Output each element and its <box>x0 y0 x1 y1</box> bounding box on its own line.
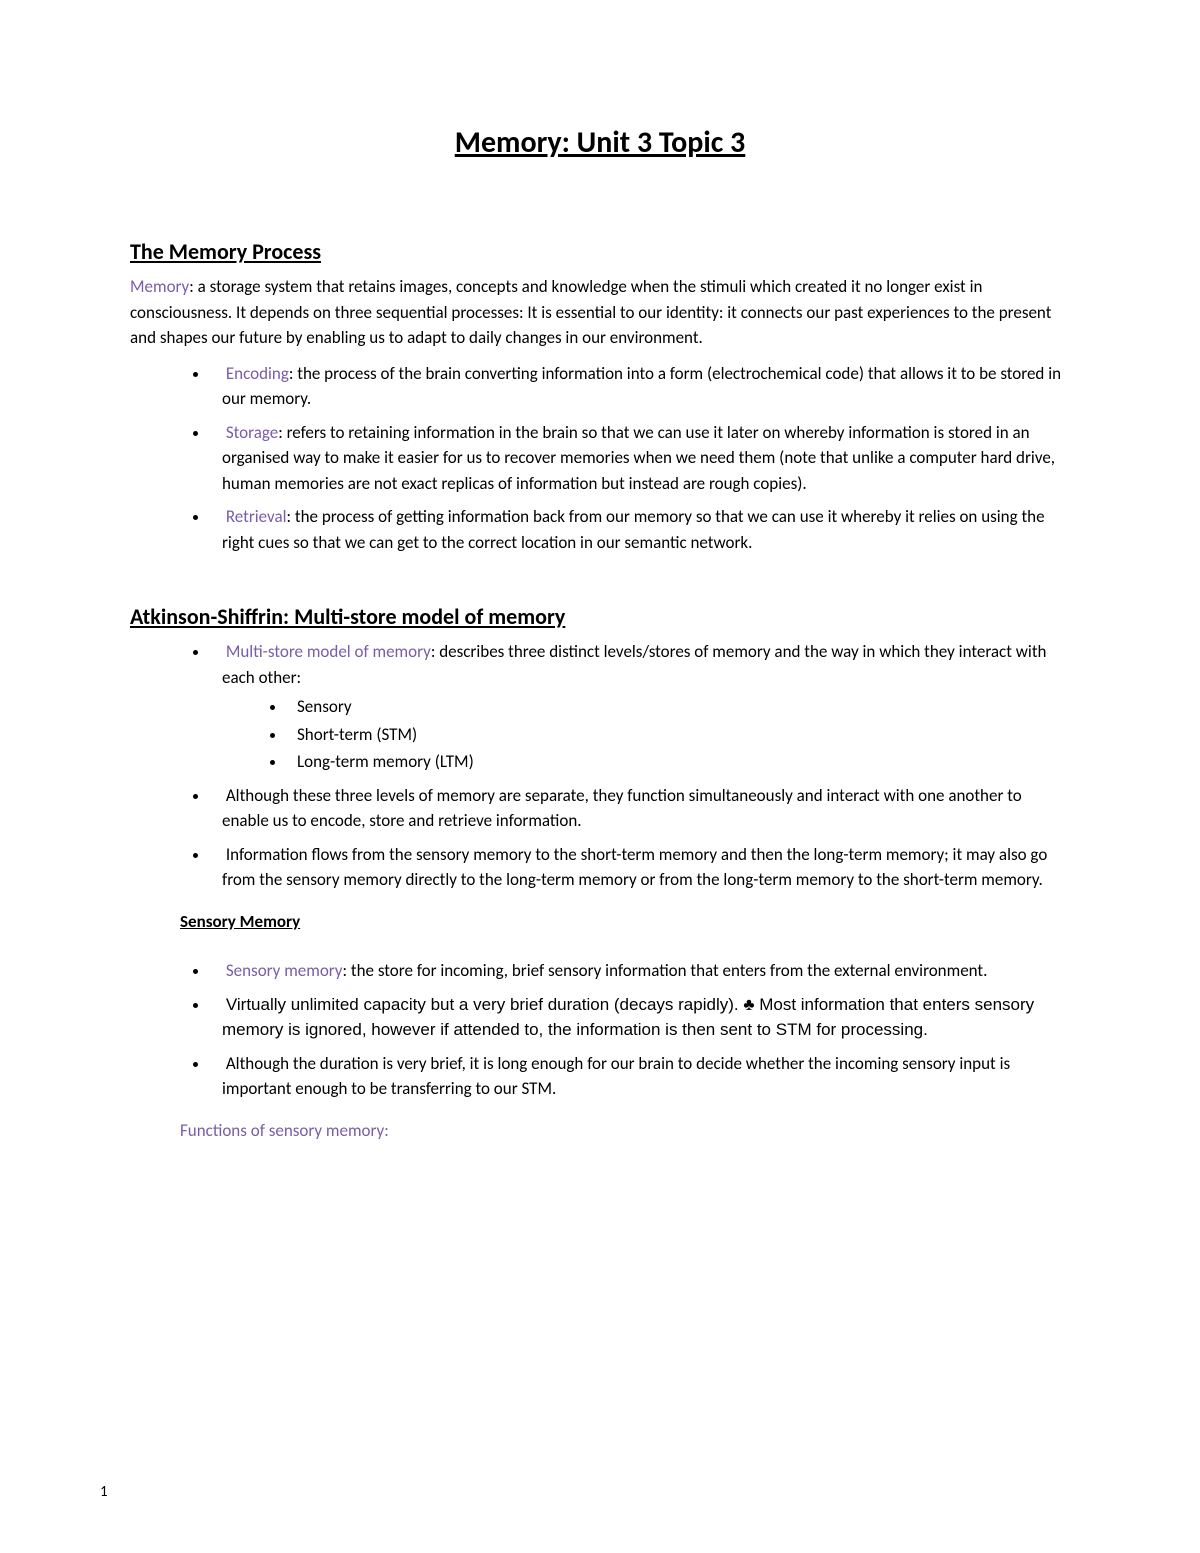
sensory-memory-list: Sensory memory: the store for incoming, … <box>130 958 1070 1102</box>
list-item: Virtually unlimited capacity but a very … <box>210 992 1070 1043</box>
list-item: Although the duration is very brief, it … <box>210 1051 1070 1102</box>
sensory-memory-keyword: Sensory memory <box>226 960 343 981</box>
list-item: Multi-store model of memory: describes t… <box>210 639 1070 775</box>
list-item: Retrieval: the process of getting inform… <box>210 504 1070 555</box>
document-title: Memory: Unit 3 Topic 3 <box>130 120 1070 165</box>
list-item: Sensory memory: the store for incoming, … <box>210 958 1070 984</box>
item-text: : refers to retaining information in the… <box>222 422 1055 494</box>
sub-item: Short-term (STM) <box>287 722 1070 748</box>
list-item: Information flows from the sensory memor… <box>210 842 1070 893</box>
section2-heading: Atkinson-Shiffrin: Multi-store model of … <box>130 600 1070 633</box>
encoding-keyword: Encoding <box>226 363 289 384</box>
multistore-keyword: Multi-store model of memory <box>226 641 431 662</box>
section1-intro: Memory: a storage system that retains im… <box>130 274 1070 351</box>
sensory-memory-heading: Sensory Memory <box>180 909 1070 935</box>
section2-list: Multi-store model of memory: describes t… <box>130 639 1070 893</box>
sub-item: Sensory <box>287 694 1070 720</box>
item-text: : the process of getting information bac… <box>222 506 1045 553</box>
functions-label: Functions of sensory memory: <box>180 1118 1070 1144</box>
memory-keyword: Memory <box>130 276 189 297</box>
item-text: Although the duration is very brief, it … <box>222 1053 1010 1100</box>
list-item: Storage: refers to retaining information… <box>210 420 1070 497</box>
list-item: Encoding: the process of the brain conve… <box>210 361 1070 412</box>
sub-list: Sensory Short-term (STM) Long-term memor… <box>222 694 1070 775</box>
retrieval-keyword: Retrieval <box>226 506 287 527</box>
section1-list: Encoding: the process of the brain conve… <box>130 361 1070 556</box>
sub-item: Long-term memory (LTM) <box>287 749 1070 775</box>
list-item: Although these three levels of memory ar… <box>210 783 1070 834</box>
item-text: Virtually unlimited capacity but a very … <box>222 995 1034 1040</box>
section1-intro-text: : a storage system that retains images, … <box>130 276 1051 348</box>
item-text: Although these three levels of memory ar… <box>222 785 1022 832</box>
item-text: : the process of the brain converting in… <box>222 363 1061 410</box>
item-text: : the store for incoming, brief sensory … <box>343 960 988 981</box>
section1-heading: The Memory Process <box>130 235 1070 268</box>
storage-keyword: Storage <box>226 422 278 443</box>
page-number: 1 <box>100 1481 108 1504</box>
item-text: Information flows from the sensory memor… <box>222 844 1047 891</box>
